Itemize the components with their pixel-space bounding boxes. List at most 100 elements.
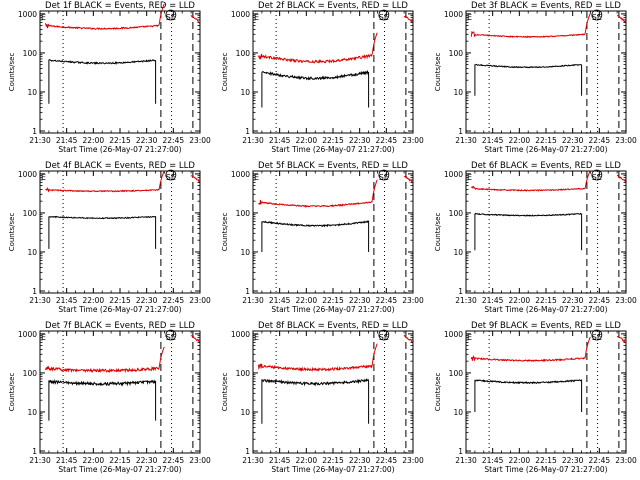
y-tick-label: 100 [236,369,251,378]
x-tick-label: 22:00 [296,296,318,305]
x-tick-label: 21:45 [482,456,504,465]
x-tick-label: 21:30 [242,296,264,305]
marker-se-circle [378,9,390,21]
events-series-line [48,58,157,104]
x-tick-label: 22:00 [509,136,531,145]
plot-frame [39,330,201,454]
x-tick-label: 23:00 [615,296,637,305]
marker-se-circle [378,169,390,181]
panel-title: Det 9f BLACK = Events, RED = LLD [471,321,621,331]
panel-title: Det 6f BLACK = Events, RED = LLD [471,161,621,171]
plot-frame [39,170,201,294]
y-tick-label: 10 [27,408,37,417]
y-tick-label: 1000 [444,170,463,179]
plot-frame [39,10,201,134]
lld-series-line [257,343,378,373]
x-tick-label: 21:45 [482,296,504,305]
lld-series-tail [190,335,200,343]
plot-frame [252,330,414,454]
lld-series-tail [616,174,626,183]
x-axis-label: Start Time (26-May-07 21:27:00) [271,465,394,474]
marker-se: SE [592,333,602,342]
marker-e: E [254,13,259,22]
y-tick-label: 1 [32,287,37,296]
x-tick-label: 22:30 [136,296,158,305]
y-tick-label: 10 [453,248,463,257]
y-tick-label: 100 [449,49,464,58]
marker-se-circle [591,329,603,341]
marker-se-circle [591,169,603,181]
events-series-line [261,69,370,108]
x-tick-label: 23:00 [189,296,211,305]
x-tick-label: 22:15 [535,456,557,465]
x-axis-label: Start Time (26-May-07 21:27:00) [484,305,607,314]
x-tick-label: 21:45 [269,456,291,465]
panel-det-3: Det 3f BLACK = Events, RED = LLD 1 10 100 10… [434,1,637,154]
panel-det-1: Det 1f BLACK = Events, RED = LLD 1 10 100 10… [8,1,211,154]
plot-frame [465,10,627,134]
x-tick-label: 22:45 [376,296,398,305]
marker-e: E [467,333,472,342]
y-tick-label: 1 [458,287,463,296]
panel-det-7: Det 7f BLACK = Events, RED = LLD 1 10 100 10… [8,321,211,474]
panel-det-2: Det 2f BLACK = Events, RED = LLD 1 10 100 10… [221,1,424,154]
x-tick-label: 23:00 [402,296,424,305]
x-tick-label: 21:30 [242,456,264,465]
lld-series-line [44,346,165,374]
y-tick-label: 1 [245,127,250,136]
x-tick-label: 21:45 [269,296,291,305]
y-axis-label: Counts/sec [221,373,229,412]
lld-series-tail [616,335,626,344]
marker-se-circle [165,9,177,21]
events-series-line [474,379,583,412]
x-tick-label: 21:30 [242,136,264,145]
y-tick-label: 1 [32,447,37,456]
events-series-line [48,378,157,421]
x-tick-label: 22:15 [322,136,344,145]
y-tick-label: 10 [27,248,37,257]
x-tick-label: 23:00 [189,456,211,465]
panel-title: Det 5f BLACK = Events, RED = LLD [258,161,408,171]
panel-title: Det 7f BLACK = Events, RED = LLD [45,321,195,331]
x-tick-label: 21:30 [29,136,51,145]
x-tick-label: 22:45 [589,136,611,145]
x-tick-label: 23:00 [615,456,637,465]
x-tick-label: 23:00 [402,456,424,465]
panel-det-9: Det 9f BLACK = Events, RED = LLD 1 10 100 10… [434,321,637,474]
x-axis-label: Start Time (26-May-07 21:27:00) [58,305,181,314]
x-tick-label: 23:00 [189,136,211,145]
x-tick-label: 22:30 [349,296,371,305]
marker-se-circle [591,9,603,21]
x-axis-label: Start Time (26-May-07 21:27:00) [484,465,607,474]
y-tick-label: 1 [458,127,463,136]
marker-e: E [41,173,46,182]
lld-series-tail [403,175,413,184]
x-tick-label: 22:15 [322,296,344,305]
x-tick-label: 22:15 [109,136,131,145]
x-tick-label: 22:30 [562,456,584,465]
y-tick-label: 1 [458,447,463,456]
marker-se-circle [165,169,177,181]
panel-det-4: Det 4f BLACK = Events, RED = LLD 1 10 100 10… [8,161,211,314]
marker-e: E [254,173,259,182]
y-tick-label: 1000 [444,330,463,339]
y-tick-label: 1000 [231,10,250,19]
lld-series-line [470,13,591,39]
x-axis-label: Start Time (26-May-07 21:27:00) [58,145,181,154]
panel-det-5: Det 5f BLACK = Events, RED = LLD 1 10 100 10… [221,161,424,314]
lld-series-line [470,336,591,363]
x-tick-label: 22:45 [376,136,398,145]
y-tick-label: 1000 [231,330,250,339]
y-tick-label: 100 [23,369,38,378]
x-tick-label: 22:15 [109,456,131,465]
x-axis-label: Start Time (26-May-07 21:27:00) [484,145,607,154]
x-tick-label: 21:45 [482,136,504,145]
x-axis-label: Start Time (26-May-07 21:27:00) [58,465,181,474]
y-tick-label: 1 [245,447,250,456]
x-tick-label: 22:45 [163,136,185,145]
x-tick-label: 22:45 [589,456,611,465]
x-tick-label: 22:00 [296,456,318,465]
y-axis-label: Counts/sec [8,53,16,92]
x-tick-label: 21:45 [56,136,78,145]
panel-title: Det 2f BLACK = Events, RED = LLD [258,1,408,11]
